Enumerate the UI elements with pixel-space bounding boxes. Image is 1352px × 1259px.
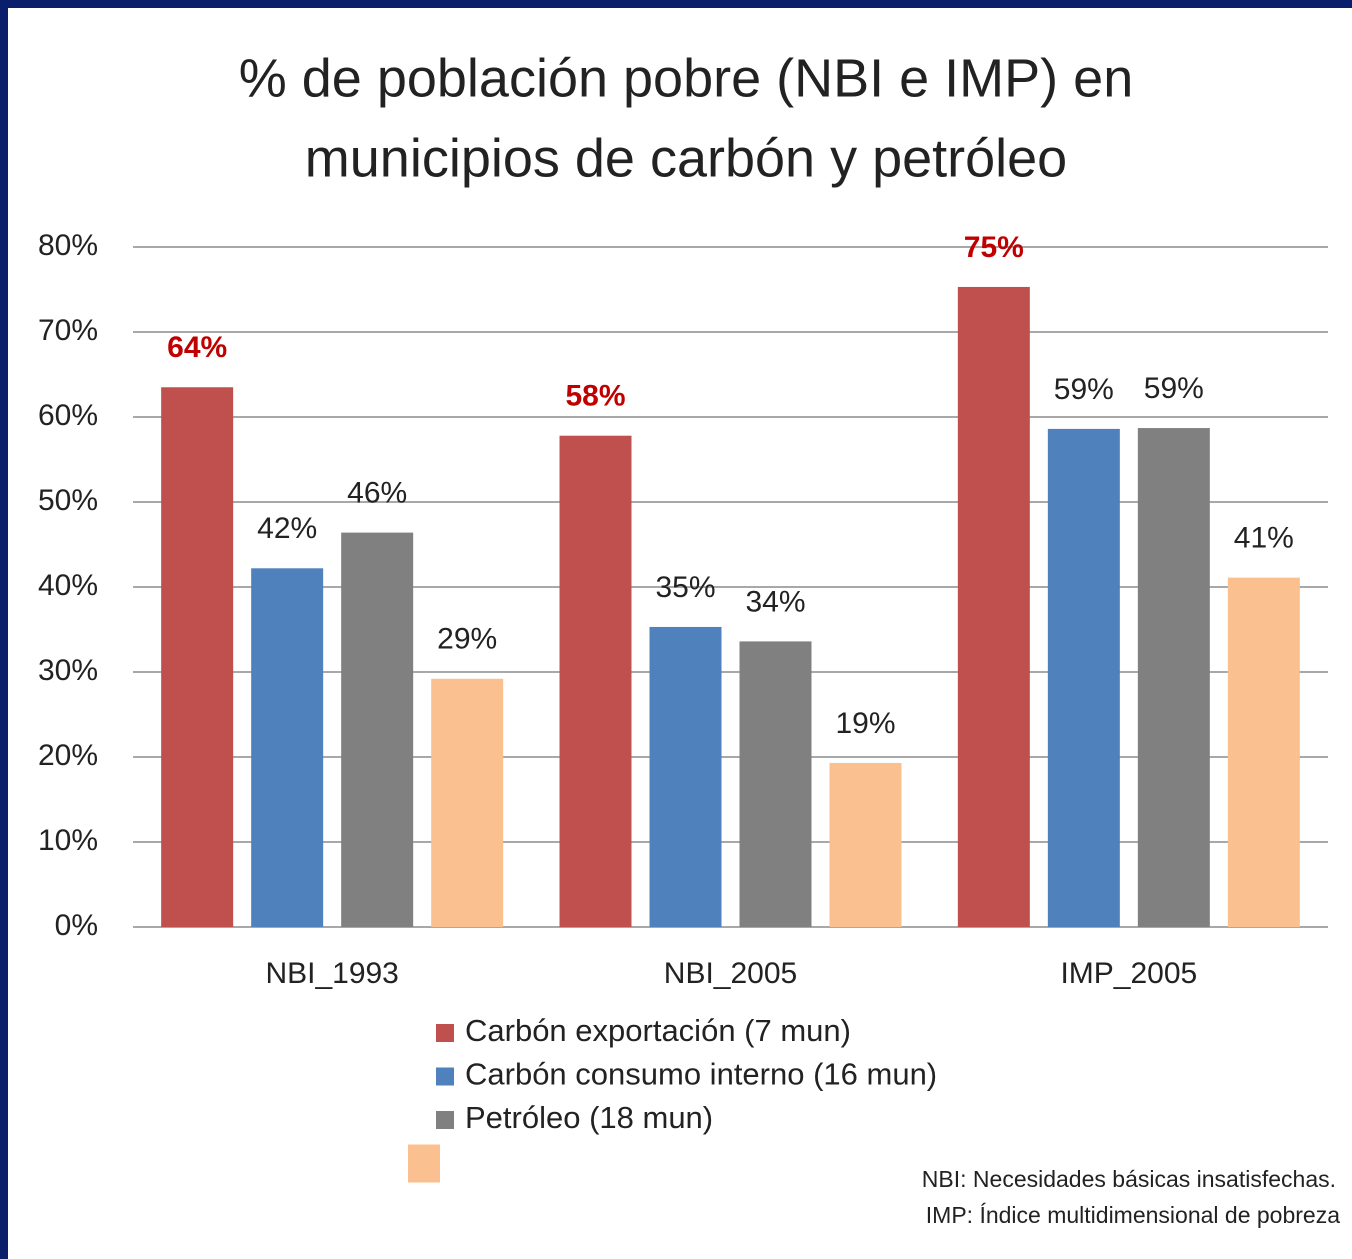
y-tick-label: 40%: [38, 569, 98, 602]
bar: [957, 286, 1030, 927]
legend-swatch: [436, 1024, 454, 1042]
x-tick-label: IMP_2005: [1060, 957, 1197, 990]
bar: [1047, 428, 1120, 927]
data-label: 64%: [167, 331, 227, 364]
bar: [559, 435, 632, 927]
data-label: 34%: [745, 585, 805, 618]
bar: [161, 387, 234, 927]
bar: [1227, 577, 1300, 927]
y-tick-label: 10%: [38, 824, 98, 857]
y-tick-label: 80%: [38, 229, 98, 262]
y-tick-label: 60%: [38, 399, 98, 432]
chart-title: % de población pobre (NBI e IMP) en: [239, 48, 1133, 108]
chart-title: municipios de carbón y petróleo: [305, 128, 1067, 188]
legend-swatch: [408, 1144, 440, 1183]
data-label: 35%: [655, 571, 715, 604]
y-tick-label: 50%: [38, 484, 98, 517]
bar: [431, 678, 504, 927]
legend-swatch: [436, 1111, 454, 1129]
bar: [1137, 428, 1210, 927]
data-label: 42%: [257, 512, 317, 545]
data-label: 46%: [347, 477, 407, 510]
data-label: 75%: [964, 231, 1024, 264]
legend-label: Petróleo (18 mun): [465, 1100, 713, 1135]
legend-label: Carbón consumo interno (16 mun): [465, 1057, 937, 1092]
footnote: NBI: Necesidades básicas insatisfechas.: [922, 1166, 1336, 1192]
y-tick-label: 30%: [38, 654, 98, 687]
data-label: 41%: [1234, 522, 1294, 555]
bar: [829, 762, 902, 927]
data-label: 58%: [565, 380, 625, 413]
data-label: 59%: [1144, 372, 1204, 405]
y-tick-label: 20%: [38, 739, 98, 772]
bar: [251, 568, 324, 927]
data-label: 29%: [437, 623, 497, 656]
y-tick-label: 0%: [55, 909, 98, 942]
legend-swatch: [436, 1067, 454, 1086]
x-tick-label: NBI_2005: [664, 957, 797, 990]
data-label: 59%: [1054, 373, 1114, 406]
legend-label: Carbón exportación (7 mun): [465, 1013, 851, 1048]
y-tick-label: 70%: [38, 314, 98, 347]
x-tick-label: NBI_1993: [265, 957, 398, 990]
bar: [341, 532, 414, 927]
bar: [739, 641, 812, 927]
footnote: IMP: Índice multidimensional de pobreza: [926, 1202, 1340, 1228]
bar: [649, 626, 722, 927]
data-label: 19%: [835, 707, 895, 740]
